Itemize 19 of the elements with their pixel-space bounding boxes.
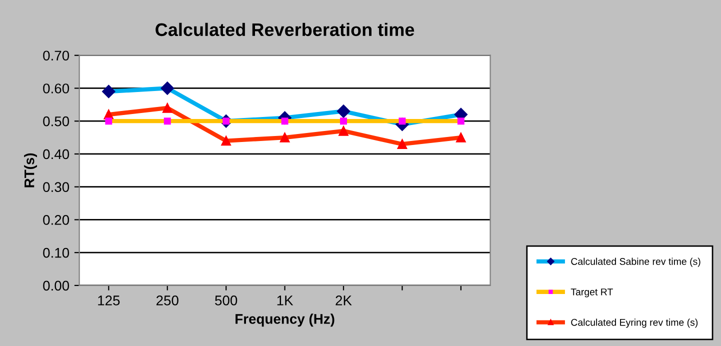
chart-title: Calculated Reverberation time — [156, 22, 414, 36]
y-tick-label: 0.70 — [43, 50, 70, 61]
x-tick-label: 1K — [277, 296, 294, 306]
y-tick-label: 0.10 — [43, 248, 70, 258]
y-tick-label: 0.00 — [43, 280, 70, 291]
legend-label: Calculated Eyring rev time (s) — [571, 318, 698, 328]
y-tick-label: 0.60 — [43, 84, 70, 94]
x-tick-label: 2K — [336, 296, 352, 306]
y-tick-label: 0.30 — [43, 182, 70, 192]
y-tick-label: 0.40 — [43, 149, 70, 160]
x-tick-label: 250 — [156, 296, 178, 306]
legend-label: Target RT — [570, 288, 613, 298]
y-tick-label: 0.20 — [43, 215, 70, 225]
legend-label: Calculated Sabine rev time (s) — [571, 258, 700, 267]
y-tick-label: 0.50 — [43, 116, 70, 126]
x-axis-title: Frequency (Hz) — [236, 314, 334, 327]
x-tick-label: 500 — [215, 296, 238, 306]
x-tick-label: 125 — [98, 296, 120, 306]
y-axis-title: RT(s) — [24, 153, 38, 188]
